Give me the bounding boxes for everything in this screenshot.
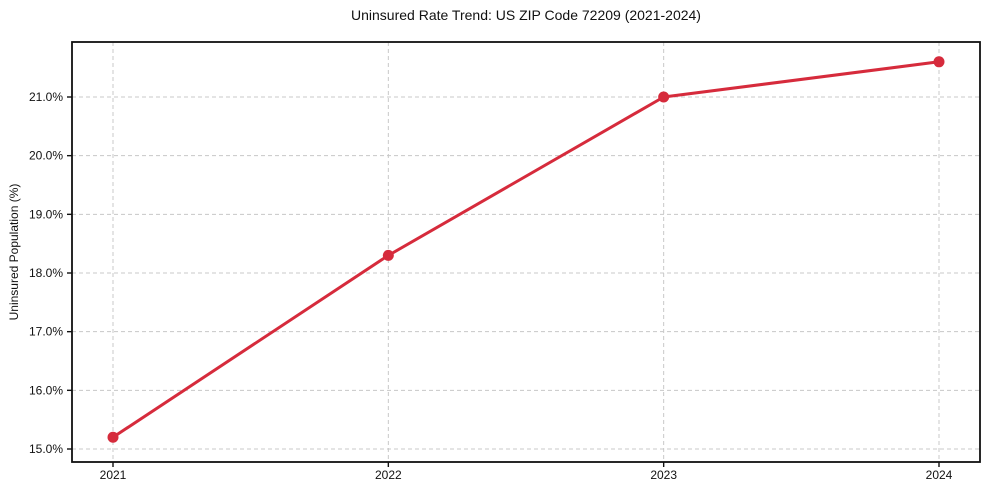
x-tick-label: 2024 [926,468,953,482]
x-tick-label: 2021 [100,468,127,482]
y-tick-label: 18.0% [29,266,63,280]
y-tick-label: 20.0% [29,149,63,163]
y-tick-label: 21.0% [29,90,63,104]
y-tick-label: 16.0% [29,383,63,397]
x-tick-label: 2022 [375,468,402,482]
x-tick-label: 2023 [650,468,677,482]
data-point-2023 [658,91,670,103]
chart-title: Uninsured Rate Trend: US ZIP Code 72209 … [351,7,701,23]
data-point-2021 [107,431,119,443]
axes-frame [71,41,981,463]
data-point-2022 [382,249,394,261]
y-tick-label: 19.0% [29,207,63,221]
trend-line [111,60,941,439]
y-tick-label: 15.0% [29,442,63,456]
data-point-2024 [933,56,945,68]
y-tick-label: 17.0% [29,325,63,339]
